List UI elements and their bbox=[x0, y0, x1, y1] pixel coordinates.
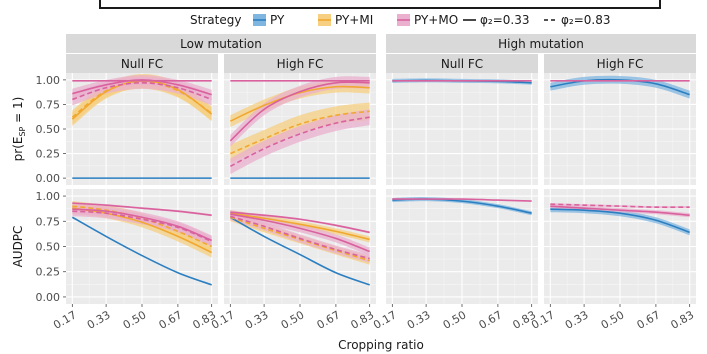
legend-label-solid: φ₂=0.33 bbox=[480, 13, 530, 27]
panel-r0-c2 bbox=[386, 73, 538, 185]
panel-r0-c1 bbox=[224, 73, 376, 185]
strip-group-label: High mutation bbox=[498, 37, 584, 51]
panel-r1-c1 bbox=[224, 189, 376, 304]
line-pymo-solid bbox=[550, 205, 690, 217]
legend-label-py: PY bbox=[270, 13, 285, 27]
y-tick-label: 0.75 bbox=[36, 98, 61, 111]
ribbon-pymo-solid bbox=[230, 210, 370, 256]
y-tick-label: 0.50 bbox=[36, 241, 61, 254]
strip-fc-bg bbox=[224, 54, 376, 73]
x-tick-label: 0.33 bbox=[85, 308, 113, 332]
y-tick-label: 0.50 bbox=[36, 123, 61, 136]
x-axis-title: Cropping ratio bbox=[338, 338, 424, 352]
ribbon-pymo-dashed bbox=[230, 212, 370, 263]
strip-fc-bg bbox=[386, 54, 538, 73]
y-tick-label: 0.00 bbox=[36, 291, 61, 304]
line-pymo-dashed bbox=[229, 116, 370, 168]
line-py-solid bbox=[71, 216, 212, 286]
ribbon-pymo-dashed bbox=[230, 109, 370, 175]
strip-fc-label: High FC bbox=[277, 57, 324, 71]
y-tick-label: 0.00 bbox=[36, 172, 61, 185]
x-tick-label: 0.50 bbox=[599, 308, 627, 332]
facet-strips: Low mutation High mutation Null FC High FC N… bbox=[66, 34, 696, 73]
legend: Strategy PY PY+MI PY+MO φ₂=0.33 φ₂=0.83 bbox=[99, 0, 661, 27]
y-tick-label: 0.75 bbox=[36, 215, 61, 228]
y-tick-label: 0.25 bbox=[36, 148, 61, 161]
strip-group-bg bbox=[66, 34, 376, 53]
x-tick-label: 0.33 bbox=[405, 308, 433, 332]
x-tick-label: 0.67 bbox=[635, 308, 663, 332]
strip-group-bg bbox=[386, 34, 696, 53]
line-pymo-solid bbox=[72, 208, 212, 242]
line-py-solid bbox=[229, 216, 370, 286]
line-pymi-solid bbox=[230, 212, 370, 241]
line-pymo-solid bbox=[230, 211, 370, 234]
ribbon-pymo-dashed bbox=[72, 206, 212, 247]
y-tick-label: 1.00 bbox=[36, 74, 61, 87]
facet-panels bbox=[66, 73, 696, 304]
line-pymo-solid bbox=[392, 198, 532, 202]
line-py-solid bbox=[550, 208, 690, 234]
strip-fc-bg bbox=[544, 54, 696, 73]
x-tick-label: 0.67 bbox=[315, 308, 343, 332]
line-pymo-solid bbox=[230, 213, 370, 253]
line-pymi-dashed bbox=[71, 81, 213, 118]
panel-r1-c0 bbox=[66, 189, 218, 304]
strip-fc-bg bbox=[66, 54, 218, 73]
line-pymi-solid bbox=[229, 85, 370, 122]
line-pymo-dashed bbox=[230, 215, 370, 260]
x-tick-label: 0.17 bbox=[371, 308, 399, 332]
legend-label-pymi: PY+MI bbox=[335, 13, 373, 27]
legend-frame bbox=[99, 0, 661, 9]
legend-label-pymo: PY+MO bbox=[414, 13, 458, 27]
x-tick-label: 0.33 bbox=[243, 308, 271, 332]
line-pymi-dashed bbox=[230, 216, 370, 262]
ribbon-pymo-solid bbox=[230, 76, 370, 147]
x-tick-label: 0.50 bbox=[121, 308, 149, 332]
strip-fc-label: High FC bbox=[597, 57, 644, 71]
y-tick-label: 0.25 bbox=[36, 266, 61, 279]
line-pymo-dashed bbox=[72, 82, 212, 101]
x-tick-label: 0.50 bbox=[441, 308, 469, 332]
x-tick-label: 0.83 bbox=[668, 308, 696, 332]
line-pymo-solid bbox=[72, 79, 212, 96]
ribbon-pymi-solid bbox=[230, 80, 370, 128]
x-tick-label: 0.50 bbox=[279, 308, 307, 332]
legend-title: Strategy bbox=[190, 13, 241, 27]
y-tick-label: 1.00 bbox=[36, 190, 61, 203]
line-pymi-dashed bbox=[230, 110, 370, 155]
line-pymi-dashed bbox=[72, 205, 212, 248]
strip-fc-label: Null FC bbox=[441, 57, 483, 71]
x-tick-label: 0.67 bbox=[157, 308, 185, 332]
panel-r0-c0 bbox=[66, 73, 218, 185]
panel-r1-c2 bbox=[386, 189, 538, 304]
line-pymo-solid bbox=[229, 81, 370, 142]
line-pymi-solid bbox=[72, 207, 213, 254]
panel-r0-c3 bbox=[544, 73, 696, 185]
y-axis-title-top: pr(ESP = 1) bbox=[11, 97, 27, 162]
x-tick-label: 0.17 bbox=[51, 308, 79, 332]
panel-r1-c3 bbox=[544, 189, 696, 304]
line-pymo-dashed bbox=[550, 203, 690, 209]
line-py-solid bbox=[550, 78, 690, 96]
strip-fc-label: Null FC bbox=[121, 57, 163, 71]
legend-label-dashed: φ₂=0.83 bbox=[561, 13, 611, 27]
strip-group-label: Low mutation bbox=[180, 37, 262, 51]
x-tick-label: 0.33 bbox=[563, 308, 591, 332]
line-pymo-solid bbox=[72, 202, 212, 217]
x-tick-label: 0.67 bbox=[477, 308, 505, 332]
y-axis-title-bottom: AUDPC bbox=[11, 226, 25, 268]
